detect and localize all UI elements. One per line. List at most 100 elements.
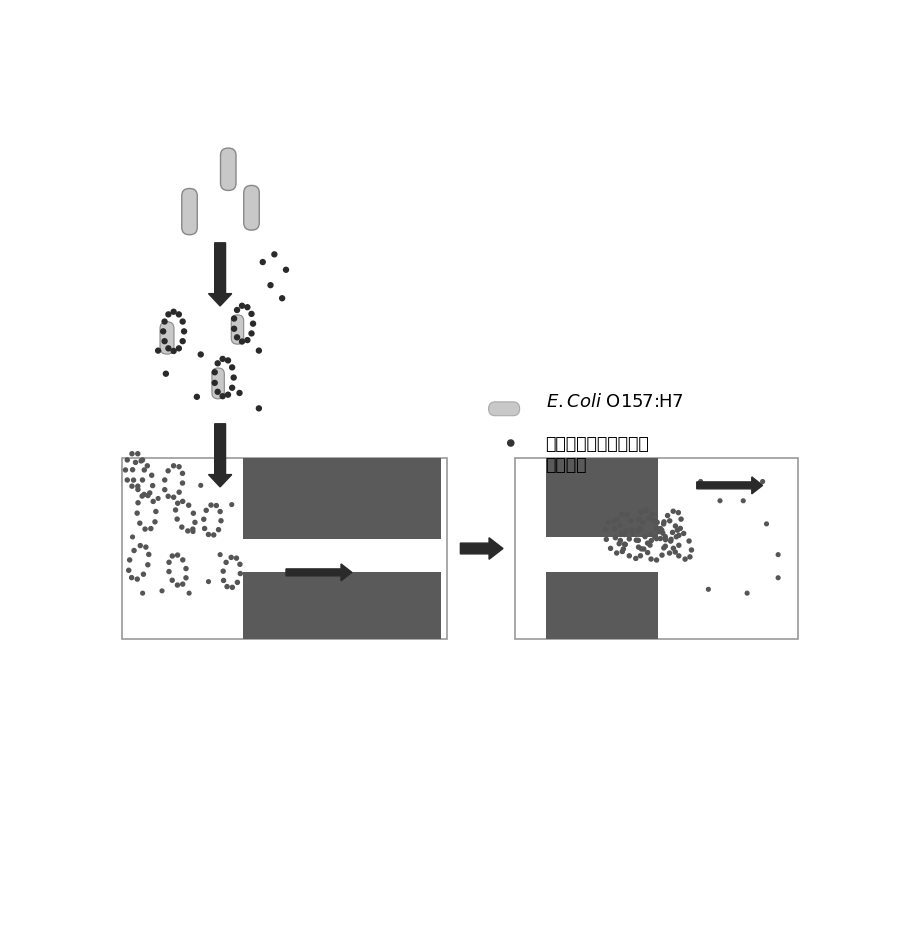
Circle shape [215,390,220,394]
Circle shape [238,572,242,576]
Circle shape [609,546,613,550]
Circle shape [225,561,228,564]
Circle shape [649,557,653,562]
FancyBboxPatch shape [670,540,687,564]
Circle shape [623,532,626,536]
Circle shape [145,464,150,468]
Circle shape [741,499,745,502]
Circle shape [130,468,135,471]
FancyBboxPatch shape [159,472,175,500]
Circle shape [187,503,190,507]
Circle shape [166,494,170,499]
Circle shape [201,517,206,521]
Circle shape [249,312,254,316]
Circle shape [220,357,225,362]
Circle shape [657,530,661,533]
Circle shape [176,553,179,557]
Circle shape [136,487,140,491]
Circle shape [186,529,189,533]
Circle shape [638,527,642,531]
Circle shape [679,517,683,521]
Circle shape [776,553,780,557]
Circle shape [256,348,261,353]
Bar [546,572,658,639]
Circle shape [184,576,188,580]
Circle shape [624,529,628,532]
Circle shape [232,316,237,321]
Circle shape [776,576,780,579]
Circle shape [652,518,656,523]
Circle shape [176,583,179,587]
Circle shape [149,527,152,531]
Circle shape [131,478,136,482]
Circle shape [204,508,208,513]
Circle shape [676,554,681,558]
Circle shape [654,537,659,541]
Circle shape [215,361,220,366]
Circle shape [682,531,686,535]
Circle shape [142,492,146,497]
FancyArrow shape [209,423,232,487]
Circle shape [662,520,666,524]
FancyArrow shape [209,243,232,306]
Circle shape [140,458,144,462]
Circle shape [630,531,635,535]
Circle shape [218,553,222,557]
Circle shape [154,510,158,514]
Circle shape [250,321,256,326]
Circle shape [663,538,667,542]
Circle shape [153,520,157,524]
Circle shape [236,580,239,584]
Circle shape [135,511,140,516]
FancyBboxPatch shape [657,517,673,543]
FancyArrow shape [286,564,352,581]
Circle shape [671,531,675,534]
Circle shape [648,543,652,547]
Circle shape [176,501,179,505]
Circle shape [647,516,651,521]
Circle shape [612,519,616,523]
Circle shape [180,481,185,485]
Circle shape [180,525,184,529]
Circle shape [162,339,167,344]
Circle shape [627,537,631,541]
Circle shape [654,528,659,531]
Circle shape [230,502,234,506]
Circle shape [746,592,749,595]
Text: 标记抗体的功能化荧光
纳米颗粒: 标记抗体的功能化荧光 纳米颗粒 [546,436,650,474]
Circle shape [654,558,659,562]
Circle shape [650,539,653,543]
Circle shape [180,319,185,324]
Circle shape [614,551,619,555]
Circle shape [191,530,195,533]
FancyBboxPatch shape [657,531,673,558]
Circle shape [661,531,665,535]
FancyBboxPatch shape [611,521,624,546]
Circle shape [167,570,171,574]
Circle shape [177,490,181,494]
Circle shape [191,527,195,531]
Circle shape [237,391,242,395]
Circle shape [615,517,619,521]
Circle shape [239,303,245,308]
Circle shape [155,348,161,353]
Circle shape [126,458,129,462]
Circle shape [658,536,663,541]
Circle shape [674,550,677,554]
Circle shape [174,508,177,512]
Circle shape [671,509,675,514]
Circle shape [621,546,626,551]
Circle shape [130,535,134,539]
Circle shape [675,528,679,532]
Circle shape [675,535,678,539]
Circle shape [232,326,237,331]
Circle shape [181,582,185,586]
Circle shape [225,358,230,362]
Circle shape [659,527,663,531]
Circle shape [206,532,211,536]
FancyBboxPatch shape [642,536,657,562]
Circle shape [172,495,176,500]
Circle shape [219,518,223,523]
Circle shape [623,542,626,546]
Circle shape [268,283,273,287]
